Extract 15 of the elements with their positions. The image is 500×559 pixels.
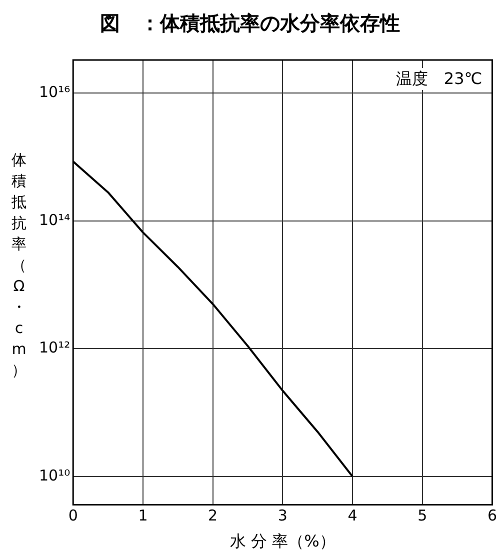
x-tick-label: 4 bbox=[348, 506, 358, 525]
chart-title: 図 ：体積抵抗率の水分率依存性 bbox=[99, 10, 401, 37]
x-tick-label: 3 bbox=[278, 506, 288, 525]
annotation: 温度 23℃ bbox=[396, 69, 482, 88]
y-tick-label: 10¹² bbox=[38, 338, 70, 357]
text: 体積抵抗率（Ω・cm） bbox=[12, 151, 26, 379]
x-tick-label: 0 bbox=[68, 506, 78, 525]
y-tick-label: 10¹⁶ bbox=[38, 83, 70, 102]
x-tick-label: 1 bbox=[138, 506, 148, 525]
x-tick-label: 2 bbox=[208, 506, 218, 525]
x-tick-label: 6 bbox=[487, 506, 497, 525]
x-axis-title: 水 分 率（%） bbox=[230, 532, 336, 551]
y-tick-label: 10¹⁰ bbox=[38, 466, 70, 484]
x-tick-label: 5 bbox=[418, 506, 428, 525]
y-tick-label: 10¹⁴ bbox=[38, 210, 70, 229]
